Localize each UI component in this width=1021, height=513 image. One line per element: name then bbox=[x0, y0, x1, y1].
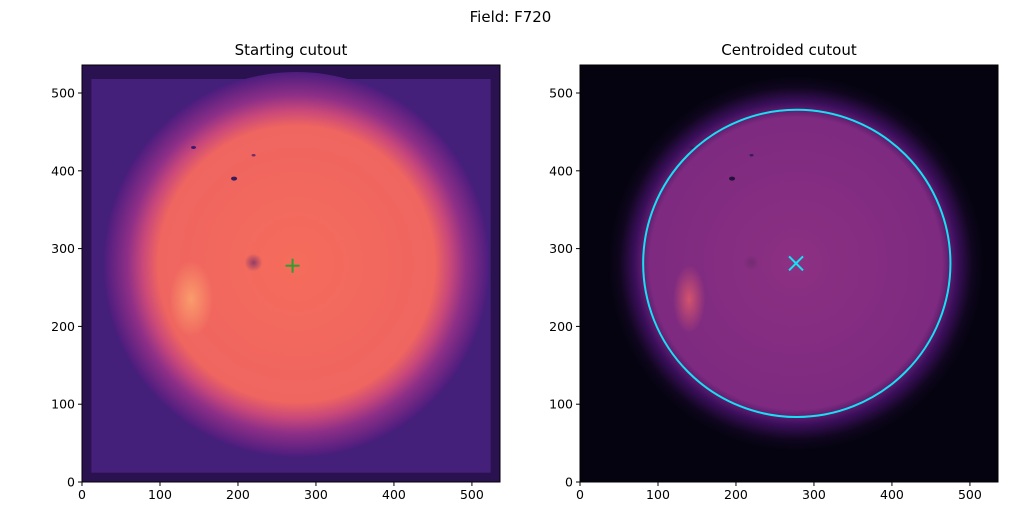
dust-speck bbox=[251, 154, 256, 157]
x-tick-label: 400 bbox=[880, 487, 904, 502]
dust-speck bbox=[749, 154, 754, 157]
y-tick-label: 200 bbox=[549, 319, 573, 334]
left-panel-title: Starting cutout bbox=[234, 41, 348, 59]
hot-region bbox=[169, 261, 214, 338]
dust-speck bbox=[191, 145, 197, 149]
y-tick-label: 0 bbox=[565, 475, 573, 490]
aperture-circle bbox=[642, 108, 952, 419]
y-tick-label: 100 bbox=[51, 397, 75, 412]
y-tick-label: 500 bbox=[549, 86, 573, 101]
left-panel: 0 100 200 300 400 500 0 100 200 300 400 500 bbox=[51, 64, 501, 502]
x-tick-label: 0 bbox=[576, 487, 584, 502]
x-tick-label: 100 bbox=[148, 487, 172, 502]
x-tick-label: 200 bbox=[226, 487, 250, 502]
heatmap-image bbox=[82, 65, 500, 482]
y-tick-label: 0 bbox=[67, 475, 75, 490]
y-tick-label: 400 bbox=[51, 163, 75, 178]
axes-frame bbox=[579, 64, 999, 483]
figure-title: Field: F720 bbox=[469, 8, 552, 26]
x-marker bbox=[788, 255, 804, 272]
dark-spot bbox=[244, 253, 263, 272]
right-panel-title: Centroided cutout bbox=[721, 41, 857, 59]
axes-frame bbox=[81, 64, 501, 483]
right-panel: 0 100 200 300 400 500 0 100 200 300 400 500 bbox=[549, 64, 999, 502]
x-tick-label: 0 bbox=[78, 487, 86, 502]
y-tick-label: 200 bbox=[51, 319, 75, 334]
plus-marker bbox=[285, 258, 300, 273]
x-tick-label: 100 bbox=[646, 487, 670, 502]
x-tick-label: 500 bbox=[460, 487, 484, 502]
y-tick-label: 300 bbox=[549, 241, 573, 256]
dark-spot bbox=[743, 254, 760, 271]
hot-region bbox=[673, 265, 706, 334]
dust-speck bbox=[231, 176, 238, 181]
y-tick-label: 100 bbox=[549, 397, 573, 412]
y-tick-label: 500 bbox=[51, 86, 75, 101]
x-tick-label: 200 bbox=[724, 487, 748, 502]
y-tick-label: 300 bbox=[51, 241, 75, 256]
x-tick-label: 300 bbox=[304, 487, 328, 502]
dust-speck bbox=[689, 145, 695, 149]
x-tick-label: 300 bbox=[802, 487, 826, 502]
y-tick-label: 400 bbox=[549, 163, 573, 178]
dust-speck bbox=[729, 176, 736, 181]
x-tick-label: 500 bbox=[958, 487, 982, 502]
x-tick-label: 400 bbox=[382, 487, 406, 502]
bright-disk bbox=[104, 72, 489, 457]
